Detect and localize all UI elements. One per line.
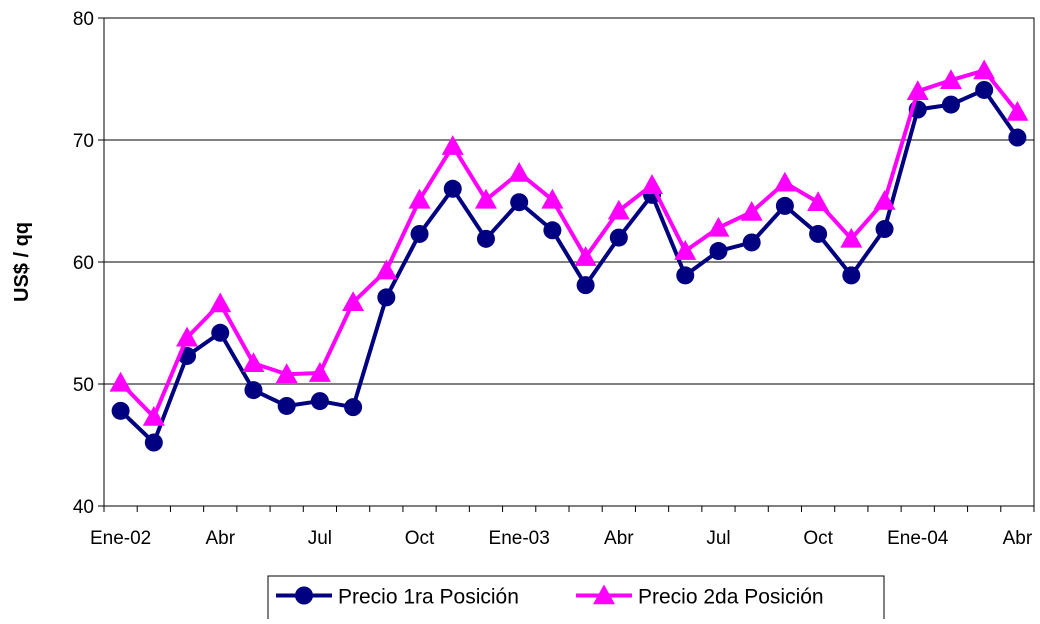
data-point	[277, 396, 296, 415]
data-point	[111, 401, 130, 420]
data-point	[541, 188, 564, 209]
series-line	[119, 68, 1019, 419]
data-point	[939, 69, 962, 90]
data-point	[308, 362, 331, 382]
data-point	[842, 266, 861, 285]
data-point	[740, 200, 763, 221]
data-point	[906, 80, 929, 100]
data-point	[773, 171, 796, 192]
data-point	[408, 188, 431, 209]
x-tick-label: Oct	[803, 528, 833, 549]
data-point	[709, 242, 728, 261]
x-tick-label: Oct	[405, 528, 435, 549]
data-point	[641, 174, 664, 194]
data-point	[275, 363, 298, 384]
data-point	[807, 191, 830, 212]
data-point	[576, 276, 595, 295]
y-axis-title: US$ / qq	[11, 222, 33, 302]
series-line	[119, 87, 1020, 445]
data-point	[973, 59, 996, 80]
data-point	[510, 193, 529, 212]
x-tick-label: Ene-03	[489, 528, 550, 549]
data-point	[809, 224, 828, 243]
x-tick-label: Ene-04	[887, 528, 949, 549]
tick-labels: 40 50 60 70 80 Ene-02 Abr Jul Oct Ene-03 Abr Jul Oct…	[73, 9, 1033, 549]
data-point	[873, 190, 896, 210]
data-point	[441, 135, 464, 155]
x-tick-label: Abr	[1003, 528, 1033, 549]
series-triangle	[109, 59, 1029, 426]
data-point	[344, 398, 363, 417]
legend: Precio 1ra Posición Precio 2da Posición	[267, 575, 885, 622]
data-point	[674, 240, 697, 260]
legend-box	[267, 575, 885, 622]
x-tick-label: Abr	[205, 528, 235, 549]
data-point	[209, 292, 232, 313]
data-point	[1008, 128, 1027, 147]
y-tick-label: 40	[73, 497, 94, 518]
data-point	[742, 233, 761, 252]
data-point	[142, 405, 165, 426]
data-point	[244, 381, 263, 400]
data-point	[707, 216, 730, 237]
data-point	[342, 291, 365, 312]
data-point	[375, 259, 398, 280]
axes	[98, 17, 1035, 512]
data-point	[607, 199, 630, 220]
y-tick-label: 80	[73, 9, 94, 30]
data-point	[775, 196, 794, 215]
data-point	[109, 371, 132, 392]
data-point	[840, 227, 863, 248]
data-point	[211, 323, 230, 342]
x-tick-label: Abr	[604, 528, 634, 549]
data-point	[144, 433, 163, 452]
series	[109, 59, 1029, 452]
x-tick-label: Jul	[308, 528, 332, 549]
y-tick-label: 70	[73, 131, 94, 152]
data-point	[574, 246, 597, 266]
x-tick-label: Jul	[706, 528, 730, 549]
data-point	[676, 266, 695, 285]
data-point	[377, 288, 396, 307]
data-point	[176, 326, 199, 347]
y-tick-label: 60	[73, 253, 94, 274]
legend-label: Precio 2da Posición	[638, 586, 824, 609]
data-point	[609, 228, 628, 247]
data-point	[474, 188, 497, 209]
x-tick-label: Ene-02	[90, 528, 151, 549]
data-point	[975, 80, 994, 99]
data-point	[310, 392, 329, 411]
series-circle	[111, 80, 1027, 452]
data-point	[443, 179, 462, 198]
data-point	[875, 220, 894, 239]
data-point	[410, 224, 429, 243]
y-tick-label: 50	[73, 375, 94, 396]
legend-label: Precio 1ra Posición	[338, 586, 519, 609]
data-point	[508, 161, 531, 182]
gridlines	[104, 17, 1034, 507]
data-point	[476, 229, 495, 248]
data-point	[1006, 100, 1029, 121]
data-point	[941, 95, 960, 114]
data-point	[242, 352, 265, 373]
legend-marker	[593, 584, 615, 605]
data-point	[543, 221, 562, 240]
legend-marker	[295, 586, 313, 605]
